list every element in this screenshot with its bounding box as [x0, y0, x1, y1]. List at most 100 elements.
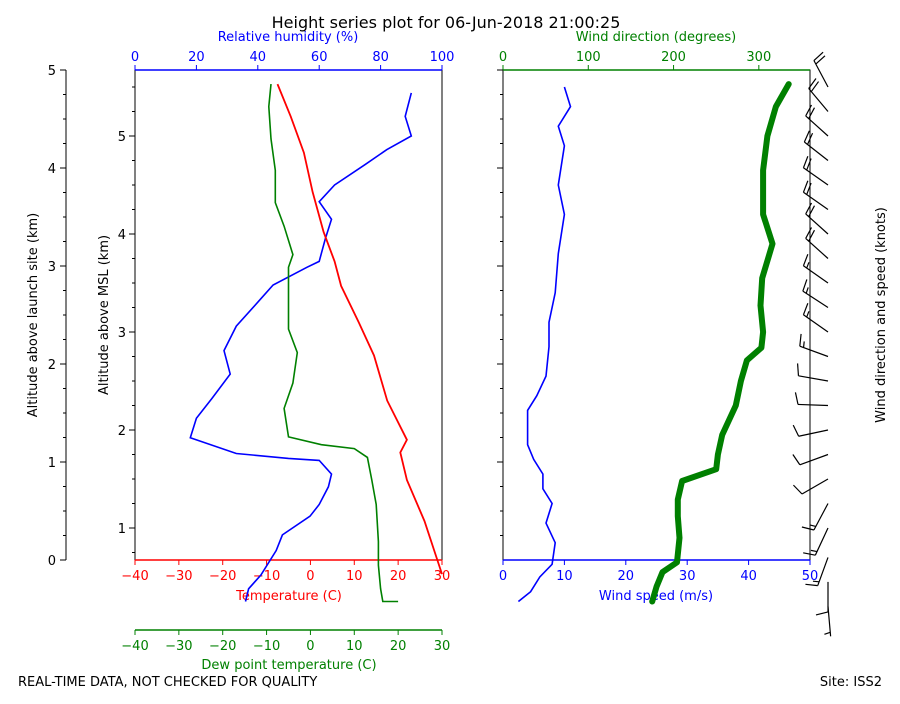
- temperature-tick-label: 10: [346, 569, 363, 584]
- wind-barb: [805, 227, 829, 259]
- dewpoint-tick-label: −40: [121, 639, 148, 654]
- temperature-series-line: [276, 83, 443, 575]
- wind-barb-staff: [803, 141, 829, 161]
- wind-barb-half-feather: [806, 262, 810, 269]
- wind-barb: [802, 303, 829, 333]
- wind-barb-feather: [806, 158, 812, 171]
- wind-barb-staff: [797, 403, 829, 407]
- temperature-tick-label: −30: [165, 569, 192, 584]
- wind-barb-feather: [796, 363, 800, 376]
- wind-speed-tick-label: 0: [499, 569, 507, 584]
- wind-barb-feather: [810, 81, 820, 92]
- wind-barb-feather: [803, 130, 810, 143]
- humidity-tick-label: 100: [430, 50, 455, 65]
- msl-altitude-tick-label: 3: [118, 326, 126, 341]
- humidity-tick-label: 60: [311, 50, 328, 65]
- wind-barb: [803, 527, 829, 556]
- wind-barb-half-feather: [806, 311, 810, 318]
- wind-speed-tick-label: 30: [679, 569, 696, 584]
- wind-barb-staff: [805, 115, 829, 137]
- wind-direction-tick-label: 0: [499, 50, 507, 65]
- wind-barb: [805, 557, 829, 587]
- launch-altitude-tick-label: 5: [48, 64, 56, 79]
- launch-altitude-axis-label: Altitude above launch site (km): [26, 213, 41, 417]
- wind-barb-staff: [803, 314, 829, 333]
- wind-barb: [799, 333, 829, 358]
- wind-speed-tick-label: 10: [556, 569, 573, 584]
- dewpoint-tick-label: 30: [434, 639, 451, 654]
- wind-barb-staff: [798, 375, 829, 382]
- dewpoint-tick-label: 0: [306, 639, 314, 654]
- wind-barb: [792, 424, 829, 437]
- wind-barb: [805, 104, 829, 137]
- wind-barb-feather: [801, 526, 815, 531]
- wind-speed-tick-label: 40: [740, 569, 757, 584]
- wind-barb-staff: [805, 213, 829, 235]
- wind-barb-feather: [805, 104, 813, 117]
- footer-quality-note: REAL-TIME DATA, NOT CHECKED FOR QUALITY: [18, 675, 317, 690]
- temperature-tick-label: −10: [253, 569, 280, 584]
- wind-barb-staff: [813, 60, 829, 88]
- wind-barb-feather: [805, 227, 813, 239]
- wind-barb: [803, 130, 829, 161]
- dewpoint-tick-label: −10: [253, 639, 280, 654]
- wind-direction-axis-label: Wind direction (degrees): [576, 30, 736, 45]
- thermo-panel: −40 −30 −20 −10 0 10 20 30 −40 −30 −20 −10 0 10 20 30 …: [26, 30, 454, 673]
- msl-altitude-axis-label: Altitude above MSL (km): [97, 235, 112, 395]
- wind-barb-staff: [798, 429, 829, 437]
- chart-title: Height series plot for 06-Jun-2018 21:00…: [272, 13, 621, 32]
- humidity-series-line: [189, 92, 413, 602]
- wind-direction-tick-label: 300: [746, 50, 771, 65]
- wind-barb-staff: [802, 290, 829, 309]
- wind-speed-series-line: [517, 86, 572, 603]
- wind-barb-staff: [813, 503, 829, 531]
- wind-barb: [801, 503, 829, 531]
- wind-panel: 0 10 20 30 40 50 0 100 200 300 Wind speed (m/s) …: [497, 30, 889, 637]
- humidity-tick-label: 80: [372, 50, 389, 65]
- wind-barb-feather: [806, 182, 812, 195]
- wind-barb-feather: [802, 254, 809, 267]
- wind-barb-feather: [792, 484, 803, 495]
- wind-barb: [802, 279, 829, 309]
- wind-speed-tick-label: 50: [802, 569, 819, 584]
- wind-barb: [792, 478, 829, 495]
- humidity-tick-label: 40: [250, 50, 267, 65]
- wind-barb-feather: [799, 333, 802, 347]
- wind-barb-half-feather: [812, 580, 820, 583]
- wind-barb-feather: [808, 78, 817, 89]
- wind-speed-tick-label: 20: [618, 569, 635, 584]
- wind-barb: [796, 363, 829, 382]
- msl-altitude-tick-label: 1: [118, 522, 126, 537]
- wind-barb-staff: [817, 557, 829, 586]
- dewpoint-tick-label: −20: [209, 639, 236, 654]
- wind-barb-feather: [802, 156, 809, 169]
- wind-barb-staff: [803, 191, 829, 210]
- dewpoint-series-line: [267, 84, 399, 603]
- wind-barb: [802, 254, 829, 284]
- wind-barb-staff: [799, 345, 829, 358]
- msl-altitude-tick-label: 2: [118, 424, 126, 439]
- wind-barb-staff: [801, 478, 829, 495]
- wind-barb-feather: [802, 279, 808, 292]
- dewpoint-axis-label: Dew point temperature (C): [201, 658, 376, 673]
- footer-site-label: Site: ISS2: [820, 675, 882, 690]
- humidity-tick-label: 0: [131, 50, 139, 65]
- wind-barb: [802, 180, 829, 210]
- wind-barb-staff: [814, 527, 829, 556]
- wind-barb-feather: [805, 202, 813, 215]
- msl-altitude-tick-label: 5: [118, 130, 126, 145]
- wind-barb-feather: [802, 303, 809, 316]
- wind-direction-tick-label: 200: [661, 50, 686, 65]
- launch-altitude-tick-label: 0: [48, 554, 56, 569]
- wind-barb: [792, 453, 829, 466]
- wind-barb-staff: [803, 265, 829, 284]
- wind-barb-feather: [792, 454, 801, 466]
- wind-barb-staff: [799, 453, 829, 466]
- wind-barb: [808, 78, 829, 112]
- temperature-tick-label: 0: [306, 569, 314, 584]
- wind-barb-half-feather: [802, 341, 805, 348]
- launch-altitude-tick-label: 1: [48, 456, 56, 471]
- temperature-tick-label: −40: [121, 569, 148, 584]
- wind-barb-half-feather: [809, 524, 816, 528]
